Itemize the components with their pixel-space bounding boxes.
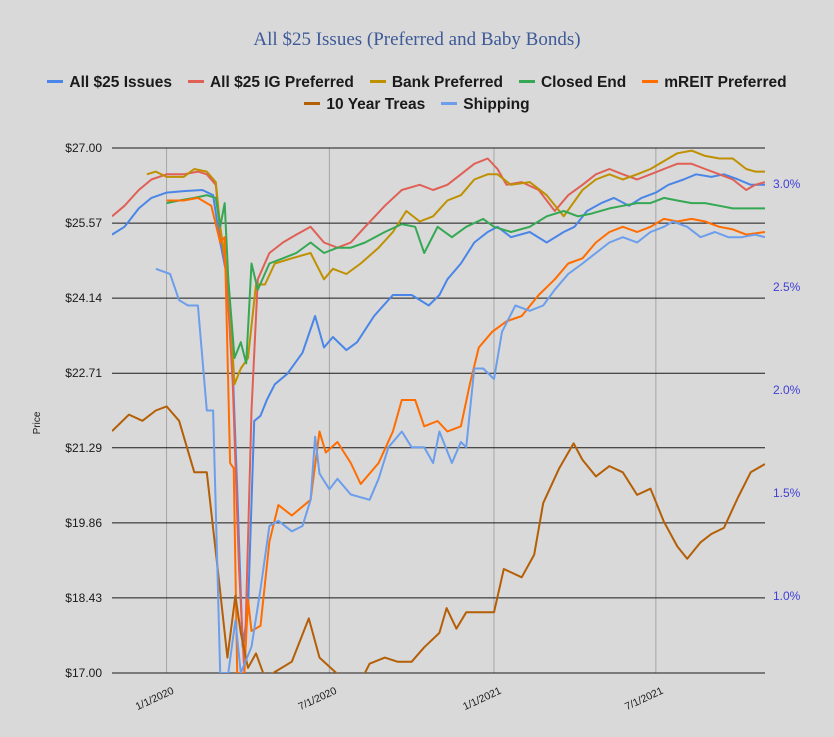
legend-item: All $25 IG Preferred — [187, 74, 354, 92]
series-line — [166, 196, 765, 673]
legend: All $25 Issues All $25 IG Preferred Bank P… — [0, 74, 834, 92]
series-line — [166, 194, 765, 365]
y-tick-label: $19.86 — [65, 516, 102, 530]
legend-item: 10 Year Treas — [304, 96, 425, 114]
legend-item: Closed End — [518, 74, 627, 92]
legend-label: mREIT Preferred — [664, 74, 787, 91]
y2-tick-label: 1.0% — [773, 589, 801, 603]
legend-item: mREIT Preferred — [642, 74, 787, 92]
y-tick-label: $22.71 — [65, 366, 102, 380]
y2-tick-label: 3.0% — [773, 177, 801, 191]
y-tick-label: $27.00 — [65, 141, 102, 155]
legend-swatch — [47, 80, 64, 84]
series-line — [112, 157, 765, 673]
series-line — [155, 220, 765, 673]
y-tick-label: $24.14 — [65, 291, 102, 305]
y-axis-label: Price — [32, 411, 43, 434]
legend-label: All $25 IG Preferred — [209, 74, 354, 91]
legend-swatch — [642, 80, 659, 84]
y-tick-label: $25.57 — [65, 216, 102, 230]
legend-label: Bank Preferred — [391, 74, 503, 91]
y2-tick-label: 1.5% — [773, 486, 801, 500]
legend-swatch — [441, 102, 458, 106]
y-tick-label: $18.43 — [65, 591, 102, 605]
legend-label: Closed End — [540, 74, 627, 91]
legend-item: Shipping — [441, 96, 530, 114]
x-tick-label: 1/1/2021 — [461, 685, 503, 713]
legend-label: Shipping — [463, 96, 530, 113]
legend-row-2: 10 Year Treas Shipping — [0, 96, 834, 114]
legend-label: All $25 Issues — [69, 74, 172, 91]
series-line — [112, 405, 765, 673]
y2-tick-label: 2.5% — [773, 280, 801, 294]
chart-title: All $25 Issues (Preferred and Baby Bonds… — [253, 29, 581, 50]
legend-item: All $25 Issues — [47, 74, 172, 92]
x-tick-label: 7/1/2020 — [297, 685, 339, 713]
legend-label: 10 Year Treas — [326, 96, 426, 113]
x-tick-label: 7/1/2021 — [623, 685, 665, 713]
legend-swatch — [369, 80, 386, 84]
y2-tick-label: 2.0% — [773, 383, 801, 397]
y-tick-label: $21.29 — [65, 441, 102, 455]
legend-swatch — [187, 80, 204, 84]
series-line — [146, 149, 765, 386]
legend-item: Bank Preferred — [369, 74, 503, 92]
y-tick-label: $17.00 — [65, 666, 102, 680]
x-tick-label: 1/1/2020 — [134, 685, 176, 713]
legend-swatch — [518, 80, 535, 84]
legend-swatch — [304, 102, 321, 106]
